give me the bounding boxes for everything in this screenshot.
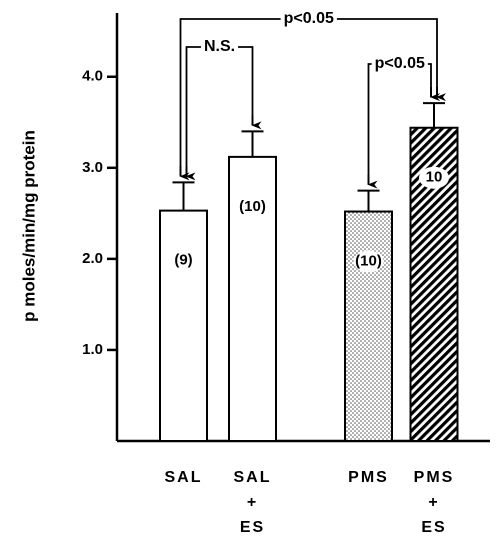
n-label-bg: [419, 166, 449, 189]
n-label: (9): [174, 252, 192, 269]
bracket: [367, 63, 432, 185]
x-tick-label: PMS: [348, 469, 389, 486]
n-label: (10): [239, 198, 266, 215]
y-axis-label: p moles/min/mg protein: [19, 130, 38, 322]
x-tick-label: SAL: [234, 469, 272, 486]
annotation: N.S.: [204, 38, 235, 55]
x-tick-label: +: [247, 494, 258, 511]
bracket: [179, 18, 438, 177]
x-tick-label: ES: [240, 519, 265, 536]
n-label: (10): [355, 252, 382, 269]
bar: [159, 209, 208, 442]
annotation: p<0.05: [375, 55, 425, 72]
bar: [228, 155, 277, 442]
y-tick-label: 4.0: [82, 68, 103, 85]
n-label: 10: [426, 169, 443, 186]
y-tick-label: 1.0: [82, 341, 103, 358]
bracket: [185, 46, 254, 177]
x-tick-label: SAL: [165, 469, 203, 486]
annotation: p<0.05: [284, 10, 334, 27]
x-tick-label: PMS: [414, 469, 455, 486]
n-label-bg: [353, 250, 384, 273]
x-tick-label: ES: [421, 519, 446, 536]
y-tick-label: 3.0: [82, 159, 103, 176]
x-tick-label: +: [428, 494, 439, 511]
bar: [344, 210, 393, 442]
y-tick-label: 2.0: [82, 250, 103, 267]
